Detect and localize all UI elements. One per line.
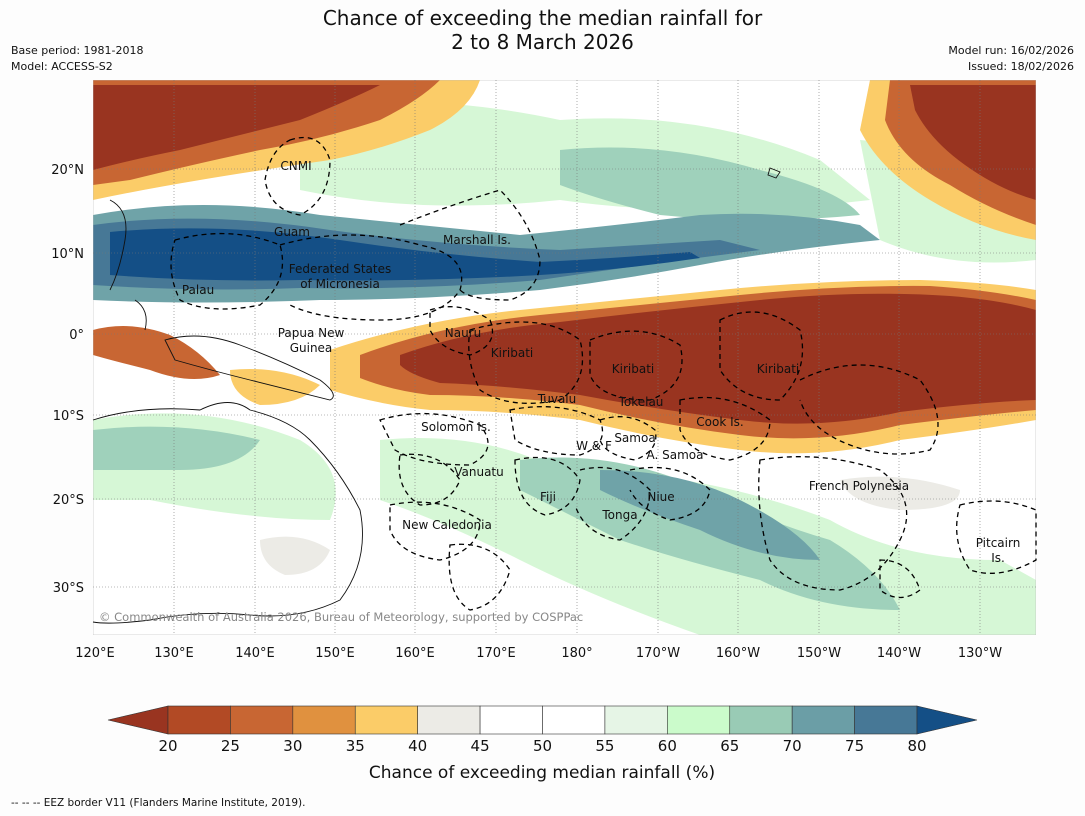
lon-label: 180°: [561, 646, 592, 661]
colorbar: 20 25 30 35 40 45 50 55 60 65 70 75 80: [107, 705, 978, 755]
label-vanuatu: Vanuatu: [454, 465, 504, 479]
colorbar-swatch: [604, 705, 668, 735]
label-niue: Niue: [647, 490, 674, 504]
colorbar-swatch: [354, 705, 418, 735]
lon-label: 170°W: [636, 646, 680, 661]
copyright-notice: © Commonwealth of Australia 2026, Bureau…: [99, 610, 583, 624]
label-french-polynesia: French Polynesia: [809, 479, 909, 493]
eez-borders: [170, 136, 1037, 611]
colorbar-swatch: [791, 705, 855, 735]
colorbar-swatch: [479, 705, 543, 735]
label-wallis-futuna: W & F: [576, 439, 612, 453]
label-tuvalu: Tuvalu: [537, 392, 577, 406]
label-kiribati-east: Kiribati: [757, 362, 799, 376]
colorbar-swatch: [667, 705, 731, 735]
rainfall-field: [93, 80, 1036, 635]
colorbar-title: Chance of exceeding median rainfall (%): [369, 763, 715, 783]
lon-label: 150°E: [315, 646, 355, 661]
colorbar-swatch: [729, 705, 793, 735]
model-name: Model: ACCESS-S2: [11, 60, 113, 73]
label-cnmi: CNMI: [280, 159, 311, 173]
colorbar-extend-high: [916, 705, 978, 735]
colorbar-tick-label: 75: [845, 737, 864, 755]
colorbar-tick-label: 40: [408, 737, 427, 755]
map-title: Chance of exceeding the median rainfall …: [0, 6, 1085, 54]
colorbar-tick-label: 80: [907, 737, 926, 755]
lon-label: 140°W: [877, 646, 921, 661]
title-line-1: Chance of exceeding the median rainfall …: [322, 6, 763, 30]
region-labels: CNMI Guam Marshall Is. Federated States …: [182, 159, 1020, 565]
model-run-date: Model run: 16/02/2026: [948, 44, 1074, 57]
label-tonga: Tonga: [601, 508, 637, 522]
label-guam: Guam: [274, 225, 310, 239]
lon-label: 140°E: [235, 646, 275, 661]
lat-label: 10°S: [53, 409, 84, 424]
colorbar-tick-label: 25: [221, 737, 240, 755]
colorbar-swatch: [292, 705, 356, 735]
colorbar-tick-label: 45: [471, 737, 490, 755]
label-tokelau: Tokelau: [618, 395, 664, 409]
eez-legend-note: -- -- -- EEZ border V11 (Flanders Marine…: [11, 797, 306, 809]
issued-date: Issued: 18/02/2026: [967, 60, 1074, 73]
colorbar-tick-label: 50: [533, 737, 552, 755]
label-pitcairn-line1: Pitcairn: [976, 536, 1021, 550]
lon-label: 130°E: [154, 646, 194, 661]
colorbar-tick-label: 30: [283, 737, 302, 755]
lon-label: 160°E: [395, 646, 435, 661]
lon-label: 130°W: [958, 646, 1002, 661]
lat-label: 0°: [69, 328, 84, 343]
graticule: [93, 80, 1036, 635]
label-new-caledonia: New Caledonia: [402, 518, 492, 532]
right-metadata: Model run: 16/02/2026 Issued: 18/02/2026: [948, 43, 1074, 75]
lat-label: 30°S: [53, 581, 84, 596]
lat-label: 20°S: [53, 493, 84, 508]
colorbar-tick-label: 55: [595, 737, 614, 755]
label-fsm-line2: of Micronesia: [300, 277, 380, 291]
label-samoa: Samoa: [614, 431, 655, 445]
left-metadata: Base period: 1981-2018 Model: ACCESS-S2: [11, 43, 143, 75]
latitude-labels: 20°N 10°N 0° 10°S 20°S 30°S: [51, 163, 84, 596]
coastlines: [92, 167, 781, 624]
label-fiji: Fiji: [540, 490, 556, 504]
lon-label: 160°W: [716, 646, 760, 661]
colorbar-tick-label: 70: [783, 737, 802, 755]
label-png-line2: Guinea: [290, 341, 333, 355]
colorbar-swatch: [542, 705, 606, 735]
colorbar-extend-low: [107, 705, 169, 735]
colorbar-tick-label: 20: [158, 737, 177, 755]
base-period: Base period: 1981-2018: [11, 44, 144, 57]
label-palau: Palau: [182, 283, 214, 297]
colorbar-swatch: [417, 705, 481, 735]
colorbar-swatch: [167, 705, 231, 735]
label-pitcairn-line2: Is.: [991, 551, 1005, 565]
colorbar-tick-label: 35: [346, 737, 365, 755]
label-fsm-line1: Federated States: [289, 262, 391, 276]
lon-label: 170°E: [476, 646, 516, 661]
label-marshall: Marshall Is.: [443, 233, 511, 247]
label-kiribati-west: Kiribati: [491, 346, 533, 360]
label-solomon: Solomon Is.: [421, 420, 491, 434]
label-png-line1: Papua New: [278, 326, 345, 340]
colorbar-swatch: [854, 705, 918, 735]
lon-label: 150°W: [797, 646, 841, 661]
colorbar-swatch: [230, 705, 294, 735]
title-line-2: 2 to 8 March 2026: [451, 30, 634, 54]
label-american-samoa: A. Samoa: [647, 448, 704, 462]
colorbar-tick-label: 60: [658, 737, 677, 755]
label-nauru: Nauru: [445, 326, 481, 340]
colorbar-tick-label: 65: [720, 737, 739, 755]
longitude-labels: 120°E 130°E 140°E 150°E 160°E 170°E 180°…: [75, 646, 1002, 661]
lat-label: 20°N: [51, 163, 84, 178]
lat-label: 10°N: [51, 247, 84, 262]
lon-label: 120°E: [75, 646, 115, 661]
label-kiribati-central: Kiribati: [612, 362, 654, 376]
label-cook: Cook Is.: [696, 415, 743, 429]
